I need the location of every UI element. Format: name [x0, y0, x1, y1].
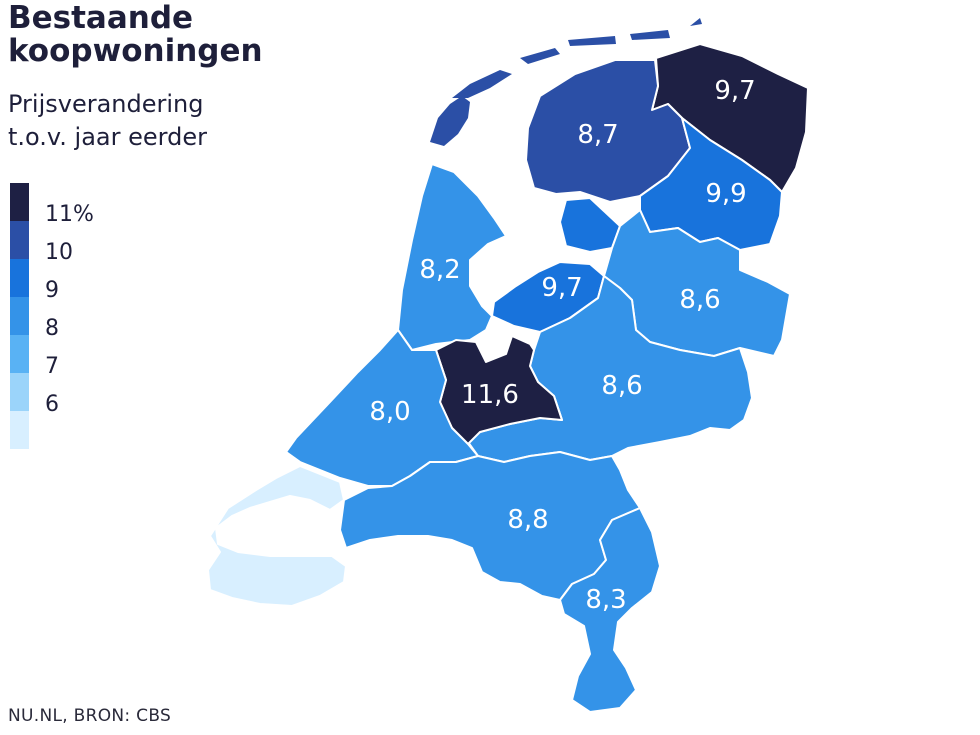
legend-swatch: [10, 411, 29, 449]
wadden-islands: [430, 18, 702, 146]
value-label-overijssel: 8,6: [679, 285, 720, 315]
legend-swatch: [10, 259, 29, 297]
value-label-utrecht: 11,6: [461, 380, 519, 410]
legend-swatch: [10, 221, 29, 259]
legend-swatch: [10, 297, 29, 335]
value-label-noord-brabant: 8,8: [507, 505, 548, 535]
value-label-zuid-holland: 8,0: [369, 397, 410, 427]
legend-label: 8: [45, 316, 59, 341]
value-label-noord-holland: 8,2: [419, 255, 460, 285]
legend-swatch: [10, 183, 29, 221]
map-title: Bestaande koopwoningen: [8, 0, 263, 69]
legend-label: 10: [45, 240, 73, 265]
value-label-zeeland: 5,2: [255, 521, 296, 551]
value-label-limburg: 8,3: [585, 585, 626, 615]
value-label-flevoland: 9,7: [541, 273, 582, 303]
legend-swatch: [10, 335, 29, 373]
legend-label: 11%: [45, 202, 94, 227]
legend-label: 7: [45, 354, 59, 379]
legend-label: 9: [45, 278, 59, 303]
value-label-drenthe: 9,9: [705, 179, 746, 209]
province-noord-holland[interactable]: [397, 163, 507, 351]
value-label-friesland: 8,7: [577, 120, 618, 150]
province-flevoland[interactable]: [491, 197, 621, 333]
province-zeeland[interactable]: [207, 465, 347, 607]
legend-label: 6: [45, 392, 59, 417]
value-label-groningen: 9,7: [714, 76, 755, 106]
province-limburg[interactable]: [559, 507, 661, 713]
map-subtitle: Prijsverandering t.o.v. jaar eerder: [8, 90, 207, 151]
source-credit: NU.NL, BRON: CBS: [8, 706, 172, 726]
legend-swatch: [10, 373, 29, 411]
value-label-gelderland: 8,6: [601, 371, 642, 401]
